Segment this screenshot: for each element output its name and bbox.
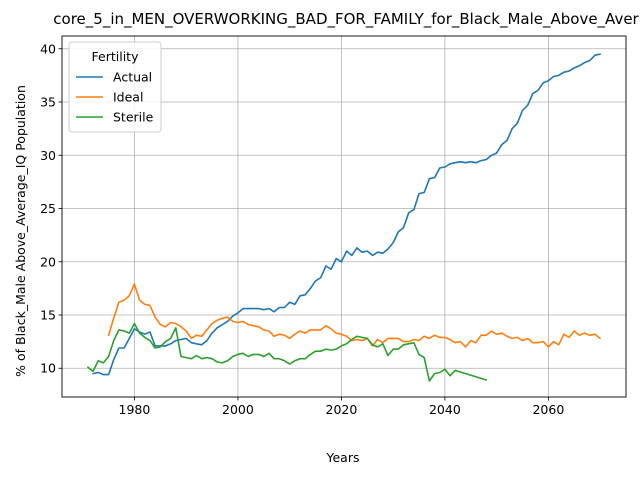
y-tick-label: 20	[40, 254, 56, 269]
y-tick-label: 10	[40, 361, 56, 376]
x-tick-label: 2000	[222, 402, 254, 417]
x-tick-label: 2040	[429, 402, 461, 417]
x-tick-label: 1980	[119, 402, 151, 417]
legend-box	[68, 41, 162, 133]
x-tick-label: 2060	[532, 402, 564, 417]
legend-label-sterile: Sterile	[113, 110, 154, 125]
legend-entries: Actual Ideal Sterile	[76, 70, 154, 125]
plot-frame	[61, 35, 627, 398]
legend: Fertility Actual Ideal Sterile	[68, 41, 162, 133]
y-tick-label: 40	[40, 41, 56, 56]
y-tick-label: 30	[40, 148, 56, 163]
x-axis-label: Years	[326, 450, 360, 465]
legend-title: Fertility	[92, 49, 140, 64]
series-line-ideal	[107, 283, 601, 348]
x-axis-ticks: 1980 2000 2020 2040 2060	[119, 397, 564, 417]
gridlines	[62, 36, 626, 397]
x-tick-label: 2020	[326, 402, 358, 417]
y-axis-ticks: 10 15 20 25 30 35 40	[40, 41, 62, 376]
legend-label-actual: Actual	[113, 70, 152, 85]
y-tick-label: 15	[40, 308, 56, 323]
series-line-sterile	[87, 322, 488, 382]
y-tick-label: 35	[40, 95, 56, 110]
y-axis-label: % of Black_Male Above_Average_IQ Populat…	[13, 85, 28, 377]
legend-label-ideal: Ideal	[113, 90, 143, 105]
series-lines	[87, 53, 601, 382]
y-tick-label: 25	[40, 201, 56, 216]
chart-title: core_5_in_MEN_OVERWORKING_BAD_FOR_FAMILY…	[53, 10, 639, 29]
